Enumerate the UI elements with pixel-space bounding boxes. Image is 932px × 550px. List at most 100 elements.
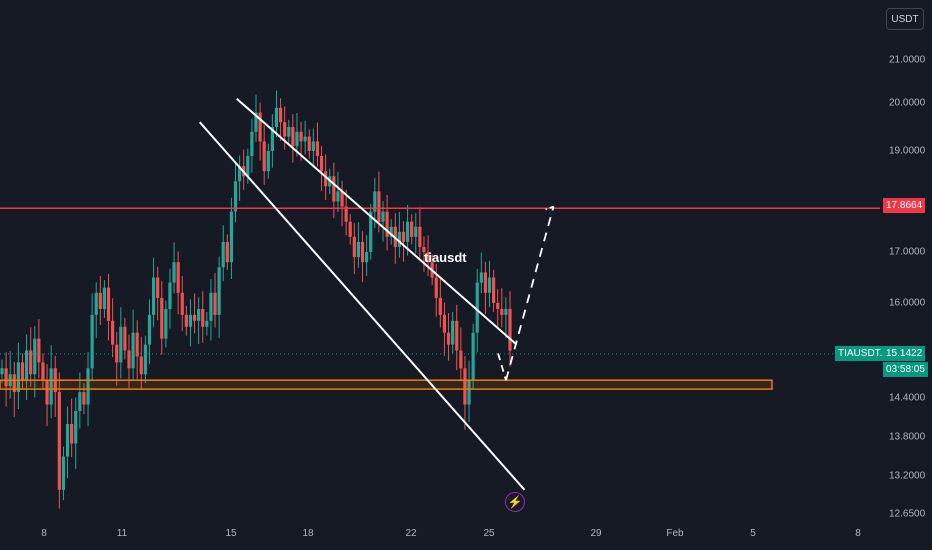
- candle-body: [274, 107, 279, 127]
- y-tick-label: 14.4000: [889, 392, 926, 404]
- y-tick-label: 12.6500: [889, 508, 926, 520]
- resistance-price-badge: 17.8664: [883, 198, 926, 213]
- candle-body: [197, 308, 201, 321]
- candle-body: [475, 282, 479, 333]
- candle-body: [225, 241, 229, 263]
- candle-body: [213, 292, 217, 315]
- candle-body: [238, 166, 242, 182]
- candle-body: [270, 127, 274, 151]
- candle-body: [135, 332, 139, 357]
- candle-body: [479, 272, 483, 283]
- candle-body: [262, 141, 266, 172]
- candle-body: [217, 267, 221, 315]
- candle-body: [65, 424, 70, 457]
- candle-body: [61, 456, 66, 490]
- candle-body: [360, 241, 365, 263]
- candle-body: [336, 191, 340, 202]
- x-tick-label: 15: [225, 528, 237, 539]
- candle-body: [401, 231, 406, 242]
- candle-body: [426, 252, 430, 263]
- current-price-badge: 15.1422: [883, 346, 926, 361]
- candle-body: [139, 356, 143, 375]
- candle-body: [356, 241, 361, 258]
- candle-body: [385, 211, 389, 237]
- candle-body: [442, 314, 447, 333]
- candle-body: [45, 380, 49, 405]
- candle-body: [70, 424, 74, 444]
- projection-arrow-head[interactable]: [545, 205, 554, 211]
- candle-body: [86, 368, 90, 405]
- candle-body: [504, 308, 508, 315]
- candle-body: [98, 292, 102, 309]
- candle-body: [365, 252, 369, 263]
- candle-body: [291, 127, 295, 147]
- candle-body: [184, 314, 188, 327]
- candle-body: [192, 314, 197, 321]
- drawings-group: [0, 97, 880, 491]
- price-axis[interactable]: [880, 0, 932, 550]
- candle-body: [188, 314, 193, 327]
- candle-body: [389, 226, 393, 237]
- candle-body: [266, 151, 270, 172]
- y-tick-label: 20.0000: [889, 97, 926, 109]
- candle-body: [381, 211, 385, 222]
- candle-body: [29, 350, 33, 375]
- countdown-badge: 03:58:05: [883, 362, 928, 377]
- candle-body: [303, 136, 307, 142]
- candle-body: [369, 211, 373, 252]
- candle-body: [508, 308, 512, 351]
- channel-upper-line[interactable]: [236, 97, 518, 346]
- candle-body: [111, 320, 115, 345]
- candle-body: [455, 320, 459, 351]
- support-zone[interactable]: [0, 379, 773, 390]
- candle-body: [414, 226, 418, 237]
- candle-body: [180, 292, 184, 315]
- x-tick-label: 22: [405, 528, 417, 539]
- x-tick-label: 25: [483, 528, 495, 539]
- candle-body: [4, 368, 8, 387]
- candle-body: [33, 338, 37, 375]
- candle-body: [459, 350, 463, 369]
- x-tick-label: 8: [855, 528, 861, 539]
- candle-body: [471, 332, 475, 381]
- x-tick-label: 11: [116, 528, 128, 539]
- candle-body: [250, 131, 254, 157]
- candle-body: [20, 362, 25, 381]
- candle-body: [209, 292, 213, 321]
- y-tick-label: 19.0000: [889, 145, 926, 157]
- candle-body: [258, 112, 262, 142]
- candle-body: [332, 176, 336, 202]
- x-tick-label: Feb: [666, 528, 684, 539]
- candle-body: [37, 338, 41, 363]
- candle-body: [205, 320, 209, 327]
- projection-down-segment[interactable]: [497, 353, 507, 381]
- candle-body: [397, 231, 401, 247]
- y-tick-label: 21.0000: [889, 54, 926, 66]
- candle-body: [287, 127, 291, 137]
- candle-body: [16, 362, 20, 393]
- lightning-icon[interactable]: ⚡: [505, 492, 525, 512]
- candle-body: [164, 308, 168, 339]
- candle-body: [487, 277, 492, 293]
- candle-body: [119, 326, 123, 363]
- projection-up-segment[interactable]: [505, 206, 555, 381]
- candle-body: [492, 277, 496, 303]
- candle-body: [176, 262, 180, 293]
- candle-body: [315, 141, 320, 157]
- candle-body: [221, 241, 225, 268]
- candle-body: [377, 191, 381, 222]
- candle-body: [344, 206, 348, 222]
- candle-body: [340, 191, 344, 207]
- candle-body: [131, 332, 135, 369]
- candle-body: [106, 287, 111, 321]
- candle-body: [422, 246, 426, 252]
- candle-body: [373, 191, 377, 212]
- channel-lower-line[interactable]: [199, 121, 526, 491]
- y-tick-label: 13.2000: [889, 470, 926, 482]
- candle-body: [143, 344, 147, 375]
- candle-body: [324, 171, 328, 187]
- currency-button[interactable]: USDT: [886, 8, 924, 30]
- candle-body: [151, 277, 156, 315]
- candle-body: [348, 221, 352, 237]
